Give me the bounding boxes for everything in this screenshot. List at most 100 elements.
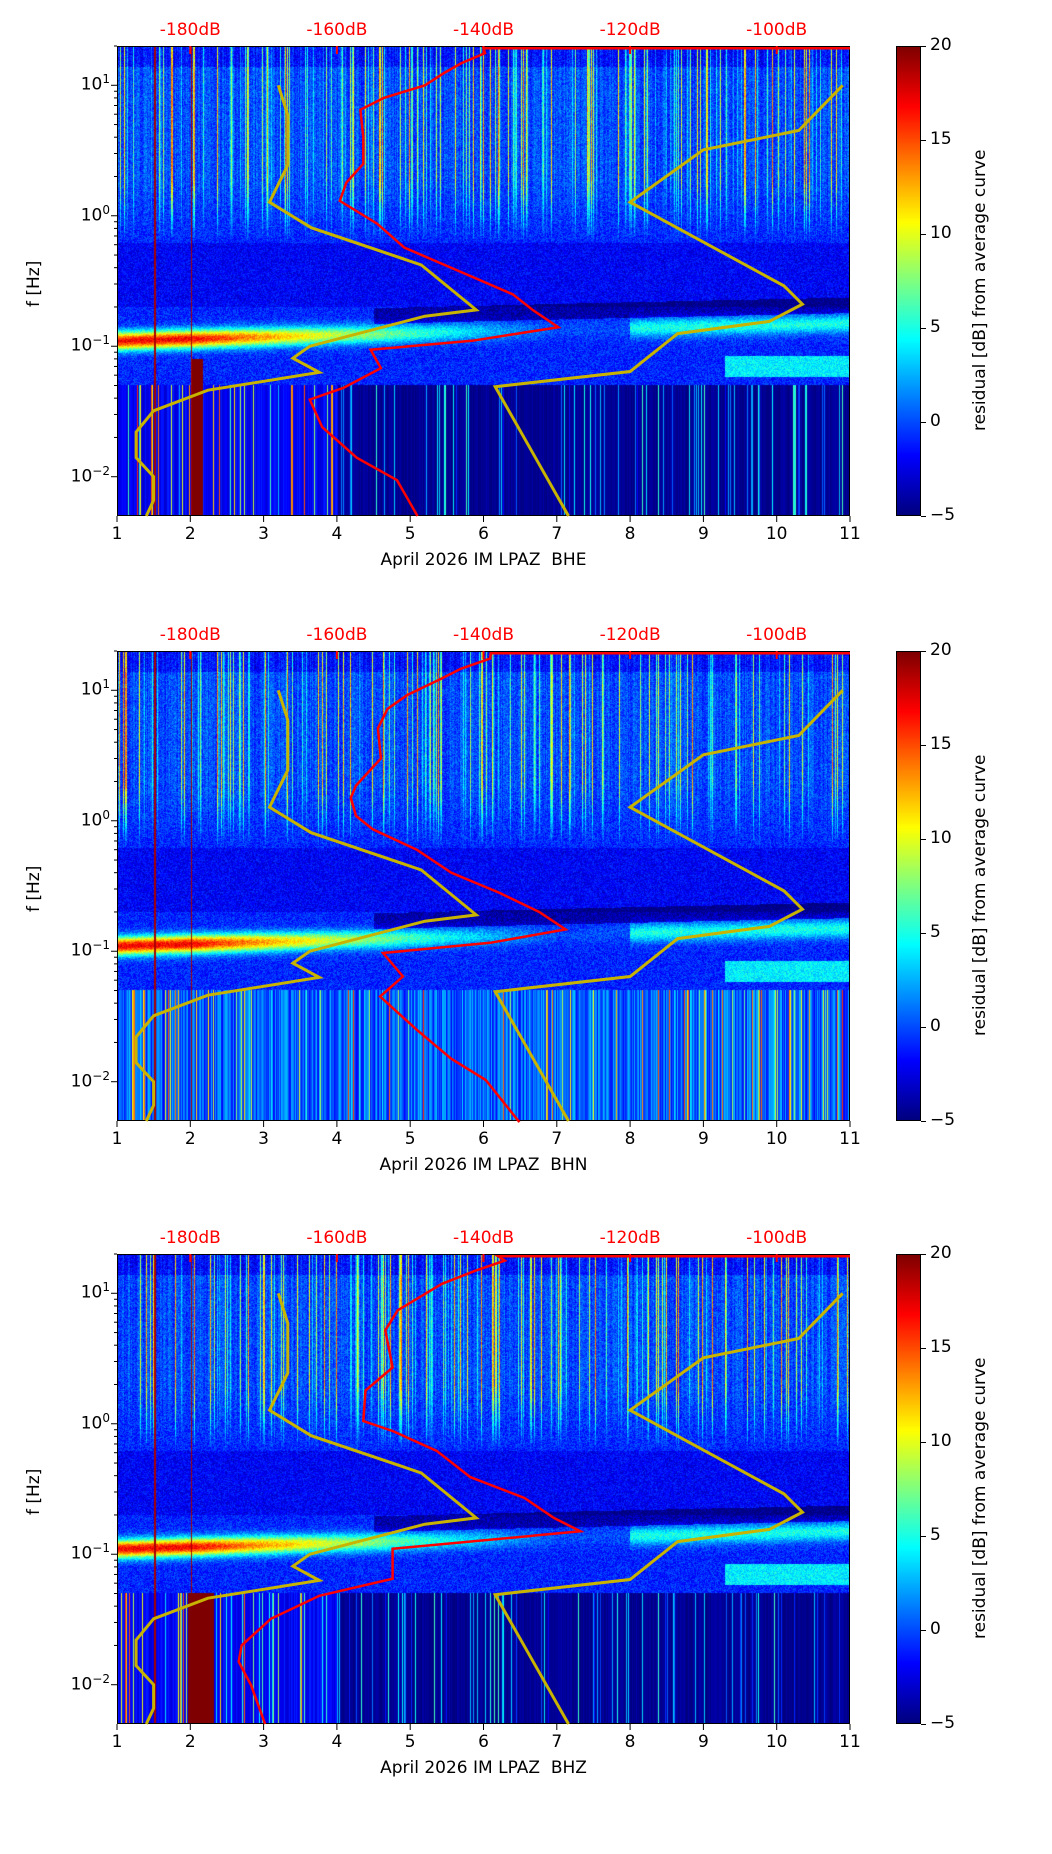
colorbar-tick-label: 15: [930, 734, 952, 754]
y-tick-exponent: 0: [102, 807, 110, 822]
x-axis-label: April 2026 IM LPAZ BHN: [379, 1155, 588, 1175]
x-axis-label: April 2026 IM LPAZ BHZ: [380, 1758, 587, 1778]
spectrogram-plot: [111, 1253, 851, 1730]
top-axis-label: -100dB: [746, 625, 808, 645]
low-noise-model-curve: [134, 689, 480, 1122]
colorbar-tick-label: 0: [930, 1016, 941, 1036]
y-tick-label: 101: [81, 677, 110, 700]
colorbar-tick-label: 10: [930, 828, 952, 848]
top-axis-label: -120dB: [599, 625, 661, 645]
y-tick-exponent: 0: [102, 1410, 110, 1425]
x-tick-label: 11: [839, 524, 861, 544]
y-tick-exponent: 1: [102, 72, 110, 87]
top-axis-label: -160dB: [306, 20, 368, 40]
top-axis-label: -140dB: [452, 20, 515, 40]
colorbar-gradient: [897, 652, 920, 1120]
colorbar-tick-label: 20: [930, 640, 952, 660]
colorbar-tick: [921, 1442, 926, 1443]
y-axis-label: f [Hz]: [24, 260, 44, 307]
y-tick-base: 10: [70, 1071, 93, 1092]
y-axis-label: f [Hz]: [24, 865, 44, 912]
colorbar-tick: [921, 1254, 926, 1255]
top-axis-label: -180dB: [159, 1228, 221, 1248]
x-tick-label: 7: [551, 1732, 563, 1752]
colorbar: [896, 651, 921, 1121]
y-tick-label: 10−1: [71, 938, 110, 961]
spectrogram-panel-bhn: -180dB -160dB -140dB -120dB -100dB 1 2 3 4 5 6 7 8 9 1…: [0, 625, 1052, 1251]
y-tick-label: 10−1: [71, 1541, 110, 1564]
x-tick-label: 1: [111, 1129, 123, 1149]
colorbar-tick: [921, 1724, 926, 1725]
colorbar-label: residual [dB] from average curve: [970, 149, 990, 431]
colorbar-tick: [921, 1348, 926, 1349]
top-axis-label: -100dB: [746, 20, 808, 40]
top-axis-label: -100dB: [746, 1228, 808, 1248]
y-tick-label: 100: [81, 1411, 110, 1434]
y-tick-label: 101: [81, 1280, 110, 1303]
colorbar-gradient: [897, 47, 920, 515]
y-tick-base: 10: [70, 1674, 93, 1695]
average-psd-curve: [308, 47, 850, 517]
x-tick-label: 11: [839, 1129, 861, 1149]
spectrogram-plot: [111, 650, 851, 1127]
x-tick-label: 2: [184, 1732, 196, 1752]
x-tick-label: 8: [624, 524, 636, 544]
y-tick-base: 10: [70, 335, 93, 356]
y-axis-label: f [Hz]: [24, 1468, 44, 1515]
y-tick-base: 10: [80, 1282, 103, 1303]
colorbar-tick: [921, 651, 926, 652]
colorbar-tick-label: 20: [930, 35, 952, 55]
x-tick-label: 7: [551, 524, 563, 544]
y-tick-exponent: −2: [92, 463, 110, 478]
y-tick-label: 101: [81, 72, 110, 95]
y-tick-exponent: −1: [92, 1541, 110, 1556]
x-tick-label: 3: [258, 524, 270, 544]
x-tick-label: 6: [478, 1732, 489, 1752]
y-tick-label: 100: [81, 203, 110, 226]
plot-overlay: [111, 45, 851, 522]
x-axis-label: April 2026 IM LPAZ BHE: [380, 550, 587, 570]
top-axis-label: -120dB: [599, 20, 661, 40]
colorbar-tick-label: 5: [930, 1525, 941, 1545]
y-tick-label: 10−2: [71, 1672, 110, 1695]
x-tick-label: 7: [551, 1129, 563, 1149]
x-tick-label: 8: [624, 1732, 636, 1752]
colorbar: [896, 1254, 921, 1724]
y-tick-exponent: −1: [92, 938, 110, 953]
spectrogram-image: [118, 1255, 849, 1723]
colorbar-tick: [921, 933, 926, 934]
colorbar-tick: [921, 1536, 926, 1537]
y-tick-base: 10: [80, 1413, 103, 1434]
x-tick-label: 5: [404, 1732, 416, 1752]
y-tick-base: 10: [80, 74, 103, 95]
y-tick-label: 10−1: [71, 333, 110, 356]
x-tick-label: 9: [697, 1129, 709, 1149]
colorbar-label: residual [dB] from average curve: [970, 1357, 990, 1639]
high-noise-model-curve: [492, 1292, 844, 1725]
low-noise-model-curve: [134, 1292, 480, 1725]
colorbar-tick-label: 0: [930, 411, 941, 431]
colorbar: [896, 46, 921, 516]
low-noise-model-curve: [134, 84, 480, 517]
high-noise-model-curve: [492, 84, 844, 517]
y-tick-label: 10−2: [71, 1069, 110, 1092]
average-psd-curve: [349, 652, 850, 1123]
spectrogram-plot: [111, 45, 851, 522]
x-tick-label: 5: [404, 1129, 416, 1149]
y-tick-exponent: −1: [92, 333, 110, 348]
top-axis-label: -160dB: [306, 625, 368, 645]
colorbar-tick-label: 15: [930, 1337, 952, 1357]
colorbar-tick-label: 5: [930, 922, 941, 942]
x-tick-label: 4: [331, 1129, 343, 1149]
y-tick-base: 10: [80, 810, 103, 831]
colorbar-tick: [921, 839, 926, 840]
colorbar-tick-label: 0: [930, 1619, 941, 1639]
colorbar-tick: [921, 46, 926, 47]
x-tick-label: 6: [478, 524, 489, 544]
colorbar-tick: [921, 745, 926, 746]
colorbar-tick-label: −5: [930, 1110, 956, 1130]
y-tick-base: 10: [80, 679, 103, 700]
plot-overlay: [111, 1253, 851, 1730]
colorbar-tick-label: −5: [930, 1713, 956, 1733]
x-tick-label: 10: [765, 524, 788, 544]
